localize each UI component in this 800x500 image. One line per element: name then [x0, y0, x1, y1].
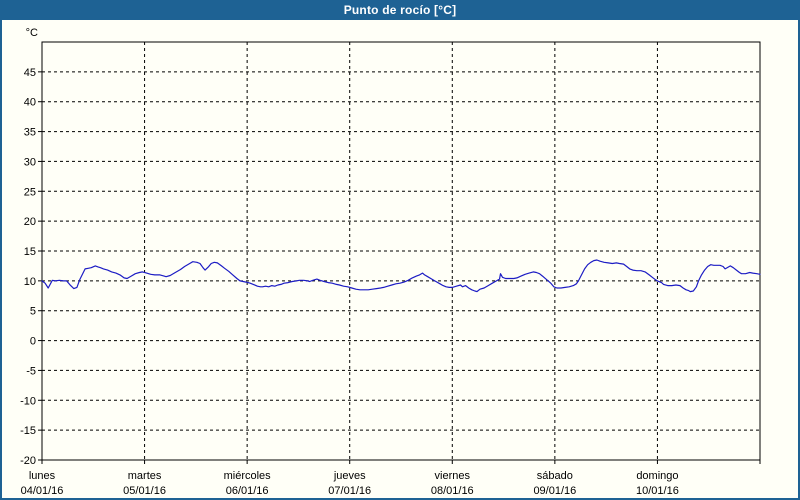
- y-tick-label: 10: [24, 276, 36, 288]
- y-tick-label: -20: [20, 455, 36, 467]
- chart-content: 45 40 35 30 25 20 15 10 5 0 -5 -10 -15 -20 °C lunes 04/0…: [2, 20, 798, 498]
- x-tick-day-label: martes: [128, 470, 162, 482]
- y-tick-label: 45: [24, 67, 36, 79]
- x-tick-day-label: viernes: [435, 470, 471, 482]
- chart-title: Punto de rocío [°C]: [343, 3, 457, 17]
- title-bar: Punto de rocío [°C]: [0, 0, 800, 20]
- y-tick-label: 20: [24, 216, 36, 228]
- x-tick-date-label: 09/01/16: [533, 485, 576, 497]
- x-tick-day-label: jueves: [333, 470, 366, 482]
- x-tick-day-label: domingo: [636, 470, 678, 482]
- y-tick-label: -15: [20, 425, 36, 437]
- dew-point-series-line: [41, 259, 761, 293]
- plot-border: [41, 41, 761, 461]
- x-tick-date-label: 10/01/16: [636, 485, 679, 497]
- x-tick-date-label: 06/01/16: [226, 485, 269, 497]
- dew-point-line-chart: 45 40 35 30 25 20 15 10 5 0 -5 -10 -15 -20 °C lunes 04/0…: [20, 27, 761, 497]
- x-tick-date-label: 08/01/16: [431, 485, 474, 497]
- y-tick-label: 15: [24, 246, 36, 258]
- y-tick-label: 5: [30, 306, 36, 318]
- y-tick-label: 25: [24, 186, 36, 198]
- y-tick-label: 40: [24, 97, 36, 109]
- y-tick-label: -10: [20, 395, 36, 407]
- x-tick-date-label: 04/01/16: [21, 485, 64, 497]
- x-tick-date-label: 05/01/16: [123, 485, 166, 497]
- y-tick-label: 35: [24, 127, 36, 139]
- y-tick-label: -5: [26, 365, 36, 377]
- y-axis-unit-label: °C: [26, 27, 38, 39]
- x-tick-day-label: sábado: [537, 470, 573, 482]
- x-tick-day-label: lunes: [29, 470, 56, 482]
- x-tick-day-label: miércoles: [224, 470, 272, 482]
- y-tick-label: 0: [30, 336, 36, 348]
- y-tick-label: 30: [24, 156, 36, 168]
- x-tick-date-label: 07/01/16: [328, 485, 371, 497]
